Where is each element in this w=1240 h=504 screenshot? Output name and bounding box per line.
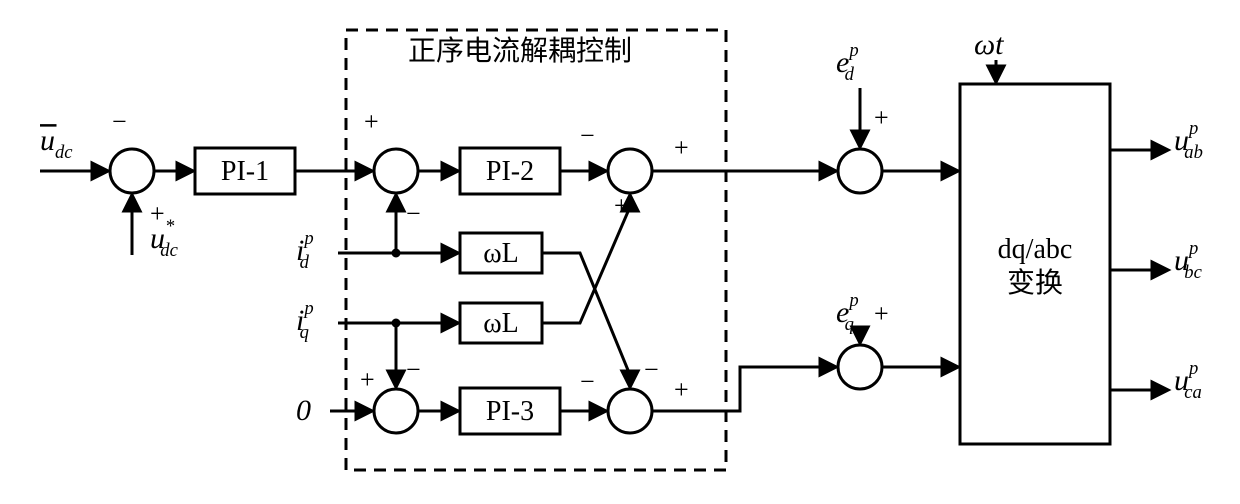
signal-wt: ωt — [974, 28, 1004, 61]
sign-s6_bot: − — [644, 355, 659, 384]
summer-s7 — [838, 345, 882, 389]
dqabc-label-2: 变换 — [1007, 267, 1063, 299]
sign-s3_bot: + — [614, 191, 629, 220]
sign-s4_top: + — [874, 103, 889, 132]
summer-s5 — [374, 389, 418, 433]
wl2-block-label: ωL — [483, 308, 519, 339]
signal-zero: 0 — [296, 394, 311, 427]
summer-s3 — [608, 149, 652, 193]
sign-s5_bot: − — [406, 355, 421, 384]
summer-s6 — [608, 389, 652, 433]
pi3-block-label: PI-3 — [486, 396, 534, 427]
sign-s2_bot: − — [406, 199, 421, 228]
junction-dot-13 — [392, 249, 401, 258]
sign-s2_top: + — [364, 107, 379, 136]
sign-s6_top: − — [580, 367, 595, 396]
pi2-block-label: PI-2 — [486, 156, 534, 187]
wl1-block-label: ωL — [483, 238, 519, 269]
summer-s2 — [374, 149, 418, 193]
sign-s7_top: + — [874, 299, 889, 328]
decoupling-title: 正序电流解耦控制 — [408, 35, 632, 67]
sign-s6_out: + — [674, 375, 689, 404]
sign-s3_top: − — [580, 121, 595, 150]
sign-s5_top: + — [360, 365, 375, 394]
sign-s3_out: + — [674, 133, 689, 162]
sign-s1_top: − — [112, 107, 127, 136]
dqabc-label-1: dq/abc — [998, 234, 1073, 265]
summer-s1 — [110, 149, 154, 193]
summer-s4 — [838, 149, 882, 193]
junction-dot-14 — [392, 319, 401, 328]
pi1-block-label: PI-1 — [221, 156, 269, 187]
